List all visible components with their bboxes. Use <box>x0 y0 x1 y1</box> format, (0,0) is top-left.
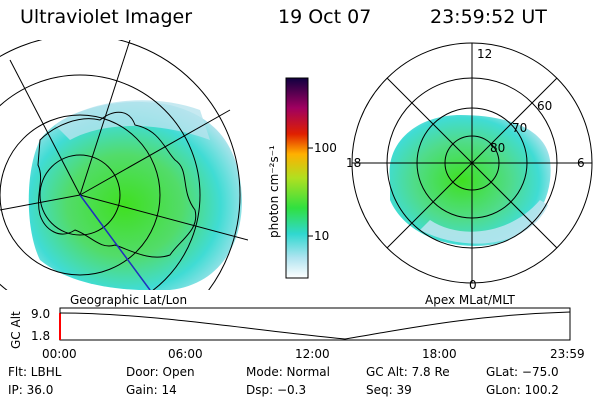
gc-alt-info: GC Alt: 7.8 Re <box>366 365 450 379</box>
magnetic-map: 12 18 6 0 60 70 80 <box>346 42 593 292</box>
altitude-ytick: 1.8 <box>31 329 50 343</box>
colorbar: 100 10 photon cm⁻²s⁻¹ <box>267 77 337 279</box>
colorbar-unit-label: photon cm⁻²s⁻¹ <box>267 145 281 238</box>
dsp-info: Dsp: −0.3 <box>246 383 306 397</box>
aurora-emission-left <box>28 101 242 290</box>
aurora-faint-edge-right <box>420 200 548 244</box>
mlat-label: 60 <box>537 99 552 113</box>
glon-info: GLon: 100.2 <box>486 383 559 397</box>
lat-circle <box>0 40 241 290</box>
seq-info: Seq: 39 <box>366 383 412 397</box>
observation-date: 19 Oct 07 <box>278 6 372 28</box>
ip-info: IP: 36.0 <box>8 383 53 397</box>
gain-info: Gain: 14 <box>126 383 177 397</box>
altitude-curve <box>59 311 571 340</box>
mlat-label: 70 <box>512 121 527 135</box>
mode-info: Mode: Normal <box>246 365 330 379</box>
time-tick: 00:00 <box>42 347 77 361</box>
colorbar-scale <box>285 77 309 279</box>
time-tick: 18:00 <box>422 347 457 361</box>
lat-circle <box>0 114 161 276</box>
right-map-caption: Apex MLat/MLT <box>425 293 515 307</box>
altitude-plot-frame <box>59 307 571 341</box>
info-table: Flt: LBHL Door: Open Mode: Normal GC Alt… <box>8 365 559 397</box>
lat-circle <box>39 154 121 236</box>
lon-line <box>9 59 81 196</box>
aurora-emission-right <box>389 115 551 246</box>
glat-info: GLat: −75.0 <box>486 365 559 379</box>
mlt-label-bottom: 0 <box>469 278 477 292</box>
time-tick: 12:00 <box>295 347 330 361</box>
mlat-label: 80 <box>490 141 505 155</box>
terminator-line <box>79 194 151 290</box>
lon-line <box>0 194 81 211</box>
mlt-label-top: 12 <box>477 47 492 61</box>
colorbar-tick-label: 100 <box>314 141 337 155</box>
altitude-ytick: 9.0 <box>31 307 50 321</box>
altitude-plot: GC Alt 9.0 1.8 00:00 06:00 12:00 18:00 2… <box>9 307 585 361</box>
mlt-label-right: 6 <box>577 156 585 170</box>
observation-time: 23:59:52 UT <box>430 6 547 28</box>
left-map-caption: Geographic Lat/Lon <box>70 293 187 307</box>
lon-line <box>79 40 131 196</box>
instrument-title: Ultraviolet Imager <box>20 6 193 28</box>
mlt-label-left: 18 <box>346 156 361 170</box>
colorbar-tick-label: 10 <box>314 229 329 243</box>
lon-line <box>79 194 248 241</box>
time-tick: 23:59 <box>550 347 585 361</box>
geographic-map <box>0 40 248 290</box>
filter-info: Flt: LBHL <box>8 365 62 379</box>
time-tick: 06:00 <box>168 347 203 361</box>
lon-line <box>79 109 231 196</box>
altitude-axis-label: GC Alt <box>9 311 23 349</box>
lat-circle <box>0 74 201 290</box>
coastline <box>37 111 197 258</box>
mlt-line <box>386 77 558 249</box>
door-info: Door: Open <box>126 365 195 379</box>
